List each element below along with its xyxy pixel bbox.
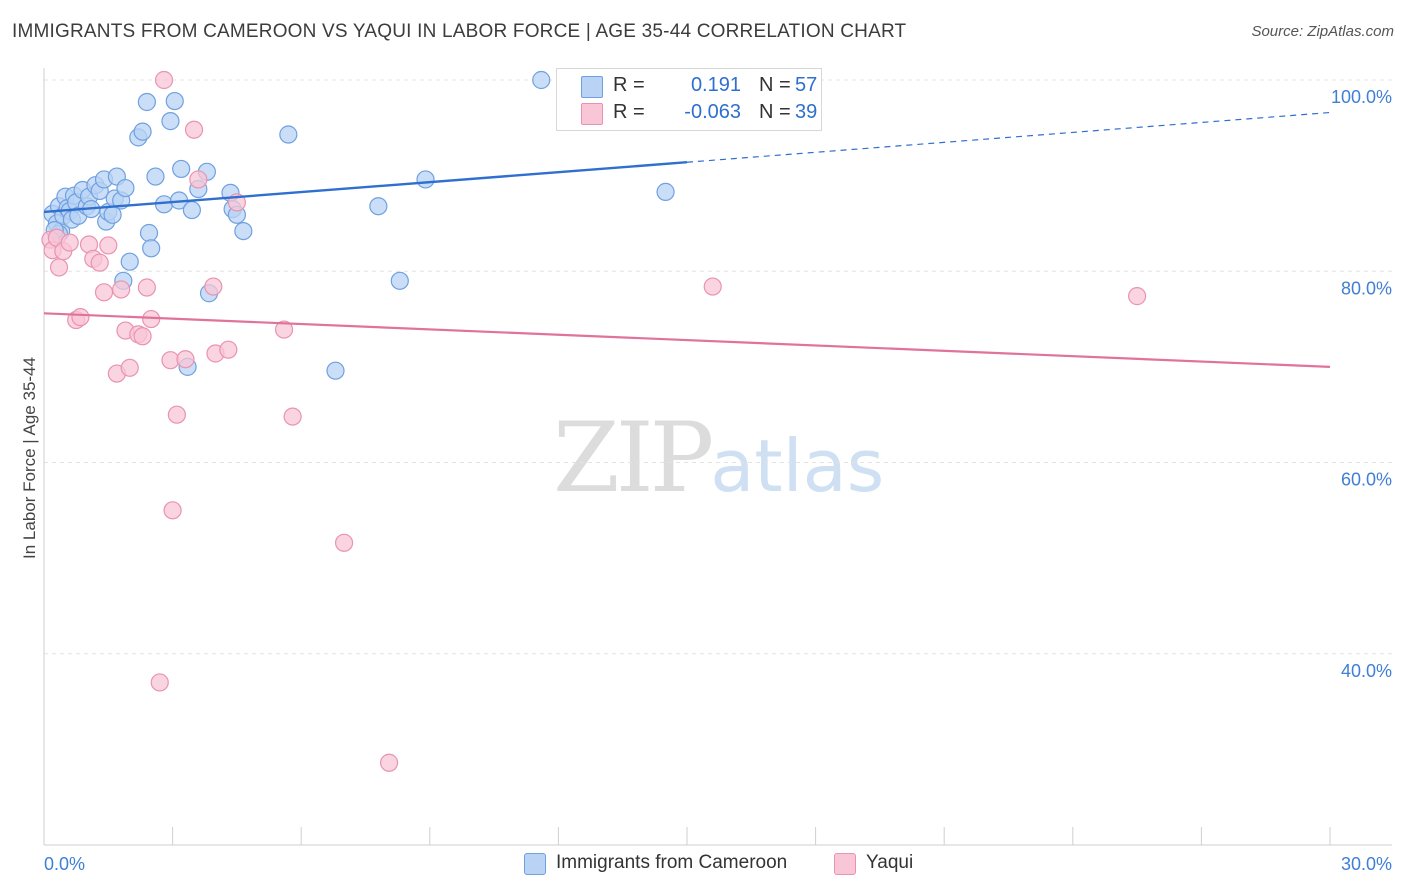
watermark-zip: ZIP [553, 402, 714, 514]
cameroon-trend-line [43, 161, 688, 214]
n-label: N = [759, 101, 791, 123]
legend-yaqui-swatch [834, 853, 856, 875]
watermark-atlas: atlas [710, 424, 885, 508]
yaqui-point [184, 120, 204, 139]
yaqui-point [274, 320, 294, 339]
r-value: 0.191 [690, 74, 741, 96]
yaqui-point [379, 753, 399, 772]
r-label: R = [613, 74, 645, 96]
yaqui-point [703, 277, 722, 296]
yaqui-point [99, 236, 118, 255]
cameroon-point [234, 221, 253, 241]
y-tick-label: 100.0% [1331, 87, 1392, 107]
source-label: Source: ZipAtlas.com [1251, 23, 1394, 40]
y-tick-label: 40.0% [1341, 661, 1392, 681]
x-tick-label: 0.0% [44, 854, 85, 874]
cameroon-trend-extension [686, 111, 1331, 163]
n-value: 57 [795, 74, 818, 96]
n-label: N = [759, 74, 791, 96]
yaqui-point [283, 407, 302, 426]
yaqui-point [204, 277, 223, 296]
yaqui-point [334, 533, 354, 552]
yaqui-point [90, 253, 109, 272]
yaqui-point [161, 351, 180, 370]
x-tick-label: 30.0% [1341, 854, 1392, 874]
yaqui-swatch [581, 103, 603, 125]
yaqui-point [120, 358, 139, 377]
cameroon-point [133, 122, 152, 141]
yaqui-point [71, 308, 90, 327]
y-tick-label: 60.0% [1341, 470, 1392, 490]
y-tick-label: 80.0% [1341, 278, 1392, 298]
cameroon-point [161, 112, 180, 131]
legend-cameroon-swatch [524, 853, 546, 875]
yaqui-point [137, 278, 156, 297]
yaqui-point [163, 501, 182, 520]
yaqui-point [219, 340, 238, 359]
legend-cameroon-label: Immigrants from Cameroon [556, 852, 788, 873]
cameroon-swatch [581, 76, 603, 98]
yaqui-points [41, 70, 1147, 772]
cameroon-point [416, 170, 435, 189]
cameroon-point [172, 159, 191, 179]
watermark: ZIPatlas [553, 402, 884, 514]
yaqui-point [94, 283, 114, 302]
r-value: -0.063 [684, 101, 741, 123]
cameroon-point [120, 252, 139, 271]
cameroon-point [116, 178, 135, 198]
cameroon-point [390, 271, 409, 290]
cameroon-point [137, 92, 156, 112]
yaqui-point [49, 258, 69, 277]
cameroon-point [532, 70, 551, 90]
cameroon-point [146, 167, 165, 186]
yaqui-point [167, 405, 186, 424]
yaqui-trend-line [43, 312, 1331, 368]
cameroon-point [369, 197, 388, 216]
yaqui-point [1127, 287, 1147, 306]
yaqui-point [133, 327, 152, 346]
chart-title: IMMIGRANTS FROM CAMEROON VS YAQUI IN LAB… [12, 21, 907, 42]
series-legend: Immigrants from Cameroon Yaqui [0, 852, 1406, 878]
cameroon-point [139, 223, 159, 243]
cameroon-point [279, 125, 298, 144]
yaqui-point [189, 170, 208, 189]
cameroon-point [656, 182, 675, 201]
yaqui-point [112, 280, 131, 299]
n-value: 39 [795, 101, 818, 123]
cameroon-point [165, 91, 184, 111]
legend-yaqui-label: Yaqui [866, 852, 914, 873]
yaqui-point [176, 350, 195, 369]
stats-legend: R = 0.191 N = 57 R = -0.063 N = 39 [556, 68, 822, 131]
r-label: R = [613, 101, 645, 123]
yaqui-point [154, 70, 174, 90]
cameroon-point [326, 361, 345, 380]
yaqui-point [150, 673, 169, 692]
cameroon-point [182, 200, 201, 220]
yaqui-point [60, 233, 79, 252]
cameroon-point [142, 239, 161, 258]
